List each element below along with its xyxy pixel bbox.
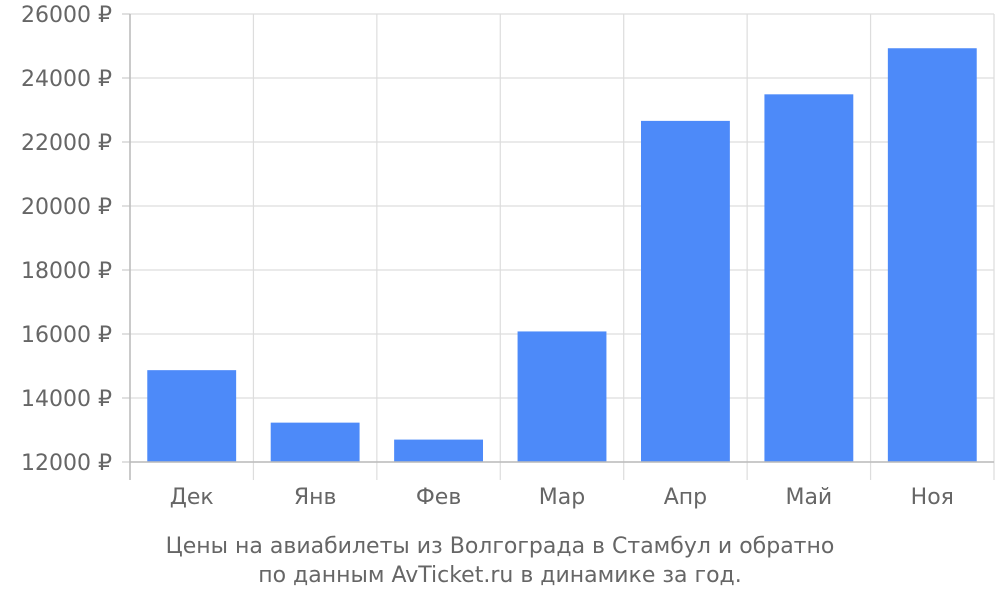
x-tick-label: Апр (664, 485, 707, 510)
y-tick-label: 24000 ₽ (21, 67, 112, 92)
y-tick-label: 14000 ₽ (21, 387, 112, 412)
x-tick-label: Май (785, 485, 832, 510)
bar-2 (394, 439, 484, 462)
axes (122, 13, 994, 480)
bar-chart: 12000 ₽ 14000 ₽ 16000 ₽ 18000 ₽ 20000 ₽ 22000… (21, 3, 995, 510)
x-tick-label: Ноя (911, 485, 954, 510)
x-tick-label: Фев (416, 485, 461, 510)
x-tick-label: Дек (170, 485, 214, 510)
y-tick-label: 16000 ₽ (21, 323, 112, 348)
chart-caption-line-2: по данным AvTicket.ru в динамике за год. (258, 563, 742, 588)
chart-caption-line-1: Цены на авиабилеты из Волгограда в Стамб… (165, 534, 835, 559)
y-tick-label: 20000 ₽ (21, 195, 112, 220)
bars (147, 48, 977, 463)
y-tick-labels: 12000 ₽ 14000 ₽ 16000 ₽ 18000 ₽ 20000 ₽ 22000… (21, 3, 112, 476)
x-tick-label: Мар (539, 485, 585, 510)
y-tick-label: 22000 ₽ (21, 131, 112, 156)
bar-4 (640, 120, 730, 462)
y-tick-label: 12000 ₽ (21, 451, 112, 476)
bar-0 (147, 370, 237, 462)
y-tick-label: 18000 ₽ (21, 259, 112, 284)
grid (129, 13, 995, 480)
bar-6 (887, 48, 977, 463)
x-tick-labels: Дек Янв Фев Мар Апр Май Ноя (170, 485, 954, 510)
bar-3 (517, 331, 607, 462)
bar-5 (764, 94, 854, 462)
x-tick-label: Янв (294, 485, 337, 510)
y-tick-label: 26000 ₽ (21, 3, 112, 28)
bar-1 (270, 422, 360, 462)
